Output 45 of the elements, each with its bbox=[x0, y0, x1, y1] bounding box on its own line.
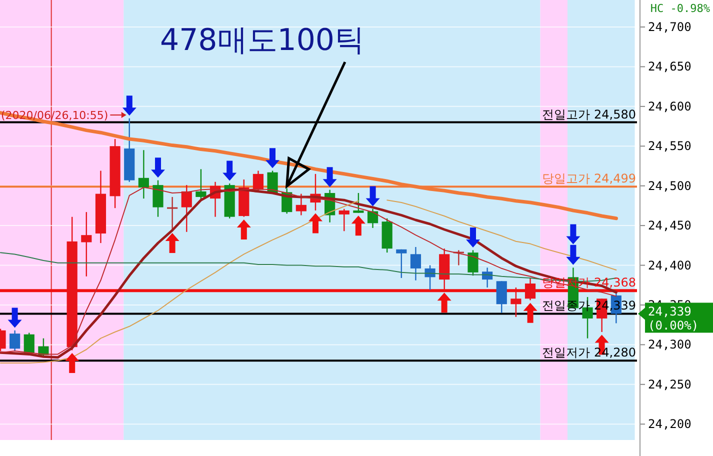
text: 24,339 (0.00%) bbox=[648, 304, 699, 333]
y-tick-label: 24,300 bbox=[648, 338, 692, 352]
point bbox=[351, 216, 366, 236]
point bbox=[222, 160, 237, 181]
candlestick bbox=[353, 192, 364, 214]
candlestick bbox=[81, 211, 92, 277]
candlestick bbox=[152, 180, 164, 218]
y-tick-label: 24,650 bbox=[648, 60, 692, 74]
candlestick bbox=[296, 193, 306, 216]
candlestick bbox=[396, 248, 407, 279]
y-tick-label: 24,450 bbox=[648, 218, 692, 233]
point bbox=[523, 302, 538, 323]
y-tick-label: 24,400 bbox=[648, 258, 692, 272]
y-tick-label: 24,500 bbox=[648, 178, 692, 193]
point bbox=[65, 353, 80, 373]
point bbox=[466, 228, 480, 248]
candlestick bbox=[138, 150, 149, 200]
point bbox=[236, 220, 251, 240]
ref-line-label: 전일저가 24,280 bbox=[542, 346, 636, 360]
candlestick bbox=[167, 196, 178, 231]
y-tick-label: 24,700 bbox=[648, 20, 692, 34]
point bbox=[566, 244, 580, 265]
point bbox=[566, 224, 580, 244]
point bbox=[8, 308, 22, 328]
candlestick bbox=[181, 184, 192, 233]
point bbox=[322, 167, 337, 188]
candlestick bbox=[10, 330, 20, 352]
candlestick bbox=[468, 250, 478, 276]
ref-line-label: 전일고가 24,580 bbox=[542, 107, 636, 122]
y-tick-label: 24,200 bbox=[648, 417, 692, 432]
point bbox=[366, 186, 380, 206]
candlestick bbox=[338, 208, 350, 232]
y-tick-label: 24,600 bbox=[648, 99, 692, 114]
text: HC -0.98% bbox=[650, 2, 710, 15]
point bbox=[437, 292, 452, 313]
ref-line-label: 당일저가 24,368 bbox=[542, 276, 636, 290]
point bbox=[122, 96, 136, 116]
point bbox=[165, 233, 180, 253]
y-tick-label: 24,250 bbox=[648, 377, 692, 392]
candlestick bbox=[410, 246, 422, 281]
candlestick bbox=[496, 280, 507, 314]
ref-line-label: 당일고가 24,499 bbox=[542, 172, 636, 186]
y-tick-label: 24,550 bbox=[648, 139, 692, 154]
annotation: 478매도100틱 bbox=[160, 23, 365, 58]
candlestick bbox=[196, 168, 206, 200]
